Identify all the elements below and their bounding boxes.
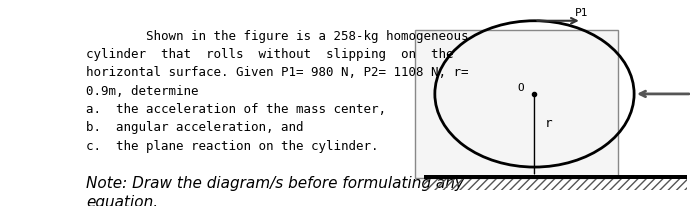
Text: b.  angular acceleration, and: b. angular acceleration, and: [86, 121, 304, 134]
Text: Shown in the figure is a 258-kg homogeneous: Shown in the figure is a 258-kg homogene…: [86, 29, 469, 42]
Text: P1: P1: [575, 8, 589, 18]
Text: Note: Draw the diagram/s before formulating any: Note: Draw the diagram/s before formulat…: [86, 176, 464, 190]
Text: c.  the plane reaction on the cylinder.: c. the plane reaction on the cylinder.: [86, 139, 379, 152]
FancyBboxPatch shape: [415, 31, 618, 179]
Text: a.  the acceleration of the mass center,: a. the acceleration of the mass center,: [86, 102, 386, 115]
Text: equation.: equation.: [86, 194, 159, 206]
Text: horizontal surface. Given P1= 980 N, P2= 1108 N, r=: horizontal surface. Given P1= 980 N, P2=…: [86, 66, 469, 79]
Bar: [424, 179, 687, 190]
Text: r: r: [545, 117, 553, 130]
Text: 0.9m, determine: 0.9m, determine: [86, 84, 199, 97]
Text: cylinder  that  rolls  without  slipping  on  the: cylinder that rolls without slipping on …: [86, 48, 454, 61]
Bar: [424, 175, 687, 179]
Text: O: O: [518, 83, 524, 92]
